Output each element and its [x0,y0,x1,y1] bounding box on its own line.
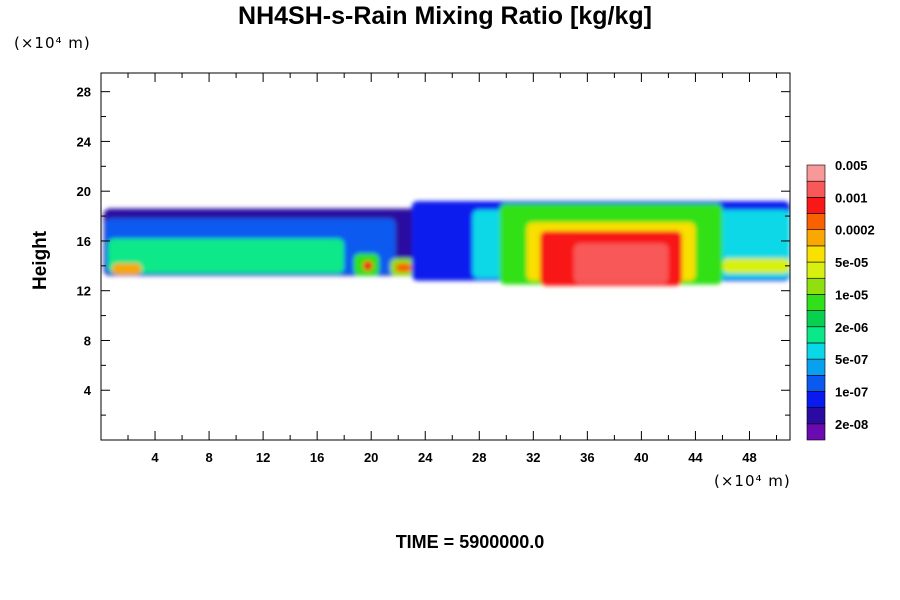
colorbar-swatch [806,261,826,279]
colorbar-swatch [806,391,826,408]
y-tick-label: 4 [84,383,92,398]
heatmap-region-7 [395,263,412,273]
x-axis-unit: (×10⁴ m) [714,472,791,490]
colorbar-swatch [806,326,826,344]
colorbar-swatch [806,342,826,360]
colorbar-swatch [806,213,826,231]
colorbar-swatch [806,277,826,295]
colorbar-label: 1e-05 [835,287,868,302]
colorbar-swatch [806,180,826,198]
colorbar-label: 2e-06 [835,320,868,335]
colorbar-swatch [806,310,826,328]
x-tick-label: 24 [418,450,433,465]
x-tick-label: 28 [472,450,486,465]
chart-title: NH4SH-s-Rain Mixing Ratio [kg/kg] [238,2,652,30]
heatmap-region-13 [573,243,669,284]
x-tick-label: 40 [634,450,648,465]
colorbar-swatch [806,358,826,376]
x-tick-label: 20 [364,450,378,465]
colorbar-swatch [806,374,826,392]
heatmap-region-3 [111,263,142,275]
x-tick-label: 48 [742,450,756,465]
y-axis: 4 8 12 16 20 24 28 [77,85,790,416]
time-footer: TIME = 5900000.0 [395,532,545,552]
x-tick-label: 44 [688,450,703,465]
plot-frame [100,72,791,441]
heatmap-field-group [103,201,790,286]
colorbar-swatch [806,294,826,311]
y-tick-label: 16 [77,234,91,249]
y-tick-label: 8 [84,333,91,348]
colorbar-label: 1e-07 [835,384,868,399]
heatmap-region-2 [107,238,345,274]
colorbar: 2e-08 1e-07 5e-07 2e-06 1e-05 5e-05 0.0002 0.00… [806,158,875,441]
heatmap-region-14 [722,258,790,274]
x-axis: 4 8 12 16 20 24 28 32 36 40 44 48 [127,73,777,465]
y-tick-label: 28 [77,85,91,100]
colorbar-label: 0.0002 [835,223,875,238]
colorbar-swatch [806,407,826,425]
colorbar-label: 0.005 [835,158,868,173]
x-tick-label: 36 [580,450,594,465]
x-tick-label: 8 [205,450,212,465]
x-tick-label: 12 [256,450,270,465]
colorbar-swatch [806,423,826,441]
colorbar-swatch [806,245,826,263]
x-tick-label: 16 [310,450,324,465]
x-tick-label: 32 [526,450,540,465]
y-tick-label: 12 [77,284,91,299]
y-axis-unit: (×10⁴ m) [14,34,91,52]
colorbar-swatch [806,197,826,214]
colorbar-label: 5e-05 [835,255,868,270]
y-tick-label: 20 [77,184,91,199]
colorbar-label: 5e-07 [835,352,868,367]
x-tick-label: 4 [151,450,159,465]
heatmap-region-5 [363,260,373,271]
colorbar-label: 2e-08 [835,417,868,432]
colorbar-swatch [806,229,826,247]
y-tick-label: 24 [77,134,92,149]
colorbar-label: 0.001 [835,190,868,205]
colorbar-swatch [806,164,826,182]
